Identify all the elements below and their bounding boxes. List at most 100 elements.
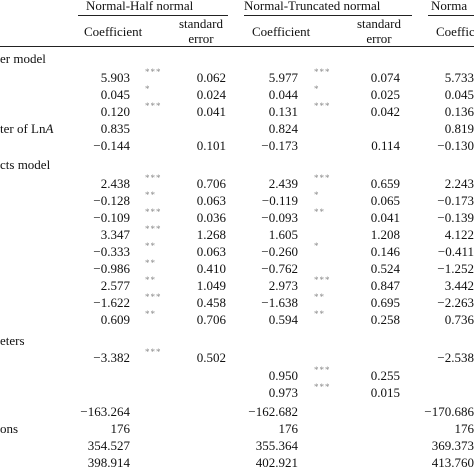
- table-cell: 0.524: [370, 261, 400, 276]
- row-label-lna: ter of LnA: [0, 121, 53, 137]
- significance-stars: ***: [145, 347, 162, 357]
- table-cell: 5.977: [268, 70, 298, 85]
- se-line1: standard: [178, 16, 224, 31]
- table-cell: −170.686: [424, 404, 474, 419]
- table-cell: −3.382: [93, 350, 130, 365]
- significance-stars: **: [145, 241, 156, 251]
- table-cell: −0.260: [261, 244, 298, 259]
- table-cell: 2.243: [444, 176, 474, 191]
- table-cell: −0.986: [93, 261, 130, 276]
- significance-stars: ***: [314, 275, 331, 285]
- table-cell: 0.120: [100, 104, 130, 119]
- section-frontier-model: er model: [0, 51, 46, 66]
- se-line2: error: [366, 31, 392, 46]
- significance-stars: *: [314, 84, 320, 94]
- significance-stars: **: [145, 275, 156, 285]
- table-cell: −0.173: [261, 138, 298, 153]
- table-cell: −0.128: [93, 193, 130, 208]
- table-cell: 0.062: [196, 70, 226, 85]
- table-cell: 0.458: [196, 295, 226, 310]
- table-cell: 0.136: [444, 104, 474, 119]
- group-title-truncated-normal: Normal-Truncated normal: [244, 0, 381, 13]
- row-label-lna-text: ter of Ln: [0, 121, 46, 136]
- significance-stars: ***: [145, 292, 162, 302]
- table-cell: 0.101: [196, 138, 226, 153]
- significance-stars: **: [145, 309, 156, 319]
- table-cell: 0.025: [370, 87, 400, 102]
- table-cell: 0.036: [196, 210, 226, 225]
- table-cell: 0.063: [196, 193, 226, 208]
- table-cell: 0.847: [370, 278, 400, 293]
- table-cell: 1.208: [370, 227, 400, 242]
- table-cell: 0.835: [100, 121, 130, 136]
- table-cell: −163.264: [80, 404, 130, 419]
- table-cell: 0.594: [268, 312, 298, 327]
- table-cell: −2.538: [437, 350, 474, 365]
- table-cell: 355.364: [255, 438, 298, 453]
- significance-stars: ***: [314, 365, 331, 375]
- table-cell: −0.173: [437, 193, 474, 208]
- table-cell: 176: [278, 421, 299, 436]
- significance-stars: ***: [314, 173, 331, 183]
- table-cell: 0.819: [444, 121, 474, 136]
- group-rule-2: [244, 15, 412, 16]
- table-cell: 0.045: [444, 87, 474, 102]
- table-cell: 0.706: [196, 176, 226, 191]
- row-label-observations: ons: [0, 421, 19, 436]
- table-cell: −0.109: [93, 210, 130, 225]
- significance-stars: *: [145, 84, 151, 94]
- table-cell: 0.044: [268, 87, 298, 102]
- table-cell: 0.410: [196, 261, 226, 276]
- table-cell: 3.347: [100, 227, 130, 242]
- table-cell: 176: [110, 421, 131, 436]
- col-header-coefficient-2: Coefficient: [252, 24, 311, 39]
- table-cell: 0.146: [370, 244, 400, 259]
- table-cell: −1.252: [437, 261, 474, 276]
- significance-stars: **: [145, 190, 156, 200]
- table-cell: −0.762: [261, 261, 298, 276]
- significance-stars: ***: [145, 207, 162, 217]
- table-cell: 0.659: [370, 176, 400, 191]
- significance-stars: ***: [145, 101, 162, 111]
- table-cell: 5.903: [100, 70, 130, 85]
- table-cell: 0.736: [444, 312, 474, 327]
- table-cell: 2.439: [268, 176, 298, 191]
- table-cell: 0.114: [371, 138, 400, 153]
- table-cell: 1.049: [196, 278, 226, 293]
- significance-stars: ***: [145, 173, 162, 183]
- table-cell: −0.333: [93, 244, 130, 259]
- section-parameters: eters: [0, 333, 25, 348]
- table-cell: 0.065: [370, 193, 400, 208]
- table-cell: 0.695: [370, 295, 400, 310]
- table-cell: 2.973: [268, 278, 298, 293]
- table-cell: 0.609: [100, 312, 130, 327]
- table-cell: 0.024: [196, 87, 226, 102]
- se-line2: error: [188, 31, 214, 46]
- col-header-coefficient-3: Coeffic: [436, 24, 474, 39]
- table-cell: −1.622: [93, 295, 130, 310]
- header-bottom-rule: [0, 46, 474, 47]
- se-line1: standard: [356, 16, 402, 31]
- significance-stars: **: [314, 292, 325, 302]
- table-cell: 2.577: [100, 278, 130, 293]
- table-cell: 398.914: [87, 455, 130, 470]
- significance-stars: ***: [314, 101, 331, 111]
- table-cell: 1.268: [196, 227, 226, 242]
- table-cell: 0.074: [370, 70, 400, 85]
- table-cell: −0.139: [437, 210, 474, 225]
- significance-stars: *: [314, 190, 320, 200]
- significance-stars: *: [314, 241, 320, 251]
- table-cell: 2.438: [100, 176, 130, 191]
- table-cell: 0.502: [196, 350, 226, 365]
- significance-stars: ***: [145, 67, 162, 77]
- significance-stars: ***: [314, 67, 331, 77]
- table-cell: 5.733: [444, 70, 474, 85]
- table-cell: 0.824: [268, 121, 298, 136]
- col-header-se-1: standard error: [176, 16, 226, 46]
- table-cell: 0.042: [370, 104, 400, 119]
- table-cell: 0.045: [100, 87, 130, 102]
- col-header-coefficient-1: Coefficient: [84, 24, 143, 39]
- table-cell: 0.255: [370, 368, 400, 383]
- table-cell: 0.706: [196, 312, 226, 327]
- table-cell: 369.373: [431, 438, 474, 453]
